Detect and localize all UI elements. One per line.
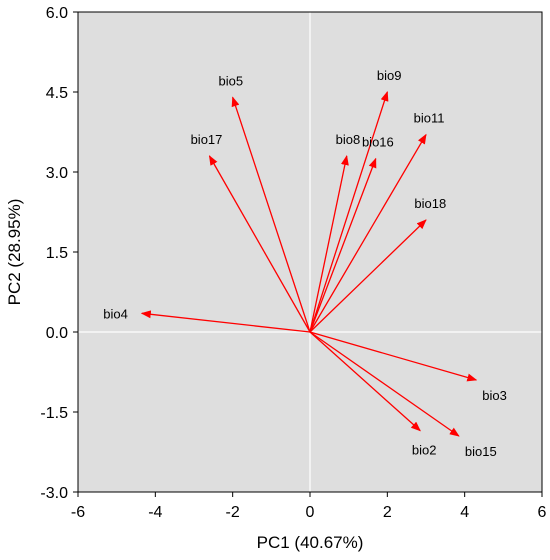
x-tick-label: -6 — [71, 504, 85, 521]
vector-label-bio2: bio2 — [412, 443, 437, 458]
vector-arrow-bio15 — [309, 331, 460, 437]
vector-arrow-bio3 — [309, 331, 478, 382]
vector-label-bio5: bio5 — [218, 73, 243, 88]
y-axis-title: PC2 (28.95%) — [5, 199, 24, 306]
vector-arrow-bio18 — [309, 219, 427, 333]
y-tick-label: 1.5 — [46, 245, 68, 262]
plot-layer — [78, 12, 542, 492]
x-tick-label: 0 — [306, 504, 315, 521]
y-tick-label: 3.0 — [46, 165, 68, 182]
y-tick-label: -3.0 — [40, 485, 68, 502]
vector-label-bio18: bio18 — [414, 196, 446, 211]
axis-layer: -6 -4 -2 0 2 4 6 -3.0 -1.5 0.0 1.5 3.0 4.5 6.0 PC1 (40… — [5, 5, 547, 552]
y-tick-label: 0.0 — [46, 325, 68, 342]
x-tick-label: 6 — [538, 504, 547, 521]
x-tick-label: 4 — [460, 504, 469, 521]
label-layer: bio5 bio17 bio4 bio9 bio8 bio16 bio11 bio18 bio3… — [103, 68, 507, 459]
vector-label-bio8: bio8 — [336, 132, 361, 147]
vector-arrow-bio11 — [309, 133, 427, 333]
vector-arrow-bio2 — [309, 331, 421, 432]
vector-arrow-bio8 — [309, 155, 349, 333]
x-axis-title: PC1 (40.67%) — [257, 533, 364, 552]
vector-label-bio17: bio17 — [191, 132, 223, 147]
vector-arrow-bio4 — [140, 310, 311, 333]
vector-label-bio3: bio3 — [482, 388, 507, 403]
vector-label-bio15: bio15 — [465, 444, 497, 459]
vector-label-bio9: bio9 — [377, 68, 402, 83]
x-tick-label: -2 — [226, 504, 240, 521]
x-tick-label: 2 — [383, 504, 392, 521]
x-tick-label: -4 — [148, 504, 162, 521]
vector-arrow-bio16 — [309, 157, 377, 333]
vector-arrow-bio5 — [231, 96, 311, 333]
vector-label-bio16: bio16 — [362, 135, 394, 150]
vector-arrow-bio17 — [208, 155, 311, 333]
vector-label-bio11: bio11 — [414, 111, 445, 126]
vector-arrow-bio9 — [309, 91, 389, 333]
y-tick-label: 4.5 — [46, 85, 68, 102]
y-tick-label: 6.0 — [46, 5, 68, 22]
y-tick-label: -1.5 — [40, 405, 68, 422]
vector-label-bio4: bio4 — [103, 306, 128, 321]
vector-layer — [140, 91, 478, 437]
